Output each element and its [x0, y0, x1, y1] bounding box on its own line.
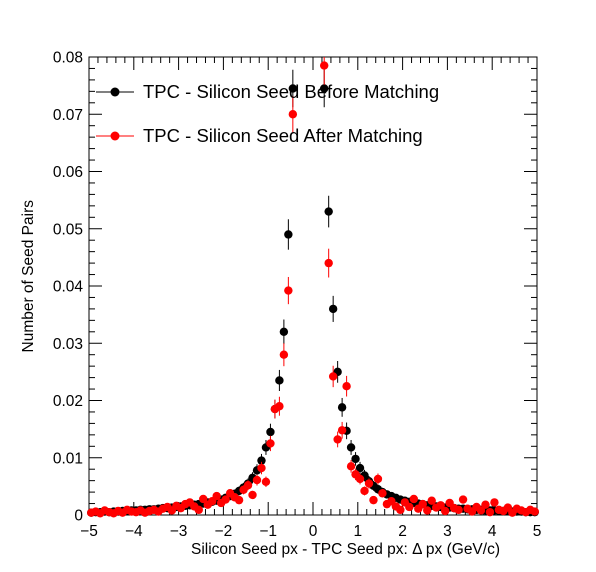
after-matching-point	[485, 507, 495, 517]
y-tick-label: 0.06	[53, 164, 83, 181]
after-matching-point	[275, 402, 284, 411]
x-tick-label: −1	[259, 523, 277, 540]
x-tick-label: 4	[488, 523, 497, 540]
after-matching-point	[234, 495, 244, 505]
before-matching-point	[279, 327, 289, 336]
legend-entry-after: TPC - Silicon Seed After Matching	[96, 125, 423, 146]
after-matching-point	[476, 506, 486, 515]
after-matching-point	[328, 372, 338, 381]
after-matching-point	[257, 463, 266, 473]
before-matching-point	[346, 443, 356, 452]
x-axis-label: Silicon Seed px - TPC Seed px: Δ px (GeV…	[191, 541, 500, 558]
y-tick-label: 0.02	[53, 393, 83, 410]
after-matching-point	[355, 474, 365, 484]
before-matching-point	[266, 427, 275, 437]
after-matching-point	[252, 475, 262, 485]
after-matching-point	[221, 495, 230, 504]
y-tick-label: 0.01	[53, 450, 83, 467]
after-matching-point	[279, 350, 289, 359]
x-tick-label: 5	[533, 523, 542, 540]
after-matching-point	[481, 500, 490, 509]
after-matching-point	[405, 502, 414, 512]
after-matching-point	[458, 495, 468, 504]
y-axis: 0 0.01 0.02 0.03 0.04 0.05 0.06 0.07 0.08	[53, 50, 537, 525]
before-matching-point	[275, 376, 284, 385]
after-matching-point	[440, 506, 450, 516]
x-tick-label: −3	[170, 523, 188, 540]
before-matching-point	[320, 84, 329, 93]
after-matching-point	[418, 499, 427, 509]
y-tick-label: 0.07	[53, 107, 83, 124]
x-tick-label: 3	[443, 523, 452, 540]
before-matching-point	[355, 463, 365, 473]
after-matching-point	[373, 474, 383, 484]
after-matching-point	[369, 495, 378, 505]
after-matching-point	[212, 491, 221, 501]
before-matching-point	[337, 403, 347, 412]
after-matching-point	[194, 505, 203, 515]
after-matching-point	[360, 486, 369, 496]
before-matching-point	[257, 456, 266, 465]
after-matching-point	[530, 507, 539, 516]
after-matching-point	[342, 381, 351, 391]
x-tick-label: 2	[398, 523, 407, 540]
after-matching-point	[454, 505, 463, 515]
after-matching-point	[423, 506, 432, 515]
after-matching-point	[266, 439, 275, 448]
legend-marker-after	[110, 131, 120, 141]
before-matching-point	[351, 454, 360, 464]
before-matching-point	[284, 230, 293, 239]
after-matching-point	[261, 477, 271, 486]
after-matching-point	[409, 494, 418, 504]
y-tick-label: 0.08	[53, 50, 83, 67]
before-matching-point	[328, 304, 338, 314]
x-tick-label: −2	[215, 523, 233, 540]
after-matching-point	[346, 462, 356, 471]
x-tick-label: −5	[80, 523, 98, 540]
y-tick-label: 0.03	[53, 336, 83, 353]
after-matching-point	[436, 501, 445, 510]
legend-marker-before	[110, 87, 120, 97]
y-tick-label: 0.05	[53, 221, 83, 238]
after-matching-point	[324, 258, 333, 268]
after-matching-point	[490, 498, 499, 507]
after-matching-point	[337, 426, 347, 435]
x-tick-label: 1	[353, 523, 362, 540]
legend-label-before: TPC - Silicon Seed Before Matching	[143, 81, 439, 102]
x-tick-label: −4	[125, 523, 143, 540]
after-matching-point	[243, 481, 253, 490]
x-tick-label: 0	[309, 523, 318, 540]
y-tick-label: 0.04	[53, 279, 84, 296]
after-matching-point	[364, 479, 374, 488]
after-matching-point	[248, 490, 257, 500]
after-matching-point	[284, 286, 293, 295]
after-matching-point	[427, 496, 436, 505]
legend-entry-before: TPC - Silicon Seed Before Matching	[96, 81, 439, 102]
y-tick-label: 0	[74, 508, 83, 525]
y-axis-label: Number of Seed Pairs	[20, 200, 37, 353]
legend-label-after: TPC - Silicon Seed After Matching	[143, 125, 423, 146]
after-matching-point	[320, 61, 329, 70]
after-matching-point	[333, 435, 342, 444]
legend: TPC - Silicon Seed Before Matching TPC -…	[96, 81, 439, 146]
after-matching-point	[396, 505, 405, 515]
series-after-matching	[87, 57, 539, 518]
after-matching-point	[378, 489, 387, 498]
after-matching-point	[288, 110, 298, 119]
before-matching-point	[288, 84, 298, 93]
after-matching-point	[199, 494, 208, 504]
before-matching-point	[324, 207, 333, 216]
